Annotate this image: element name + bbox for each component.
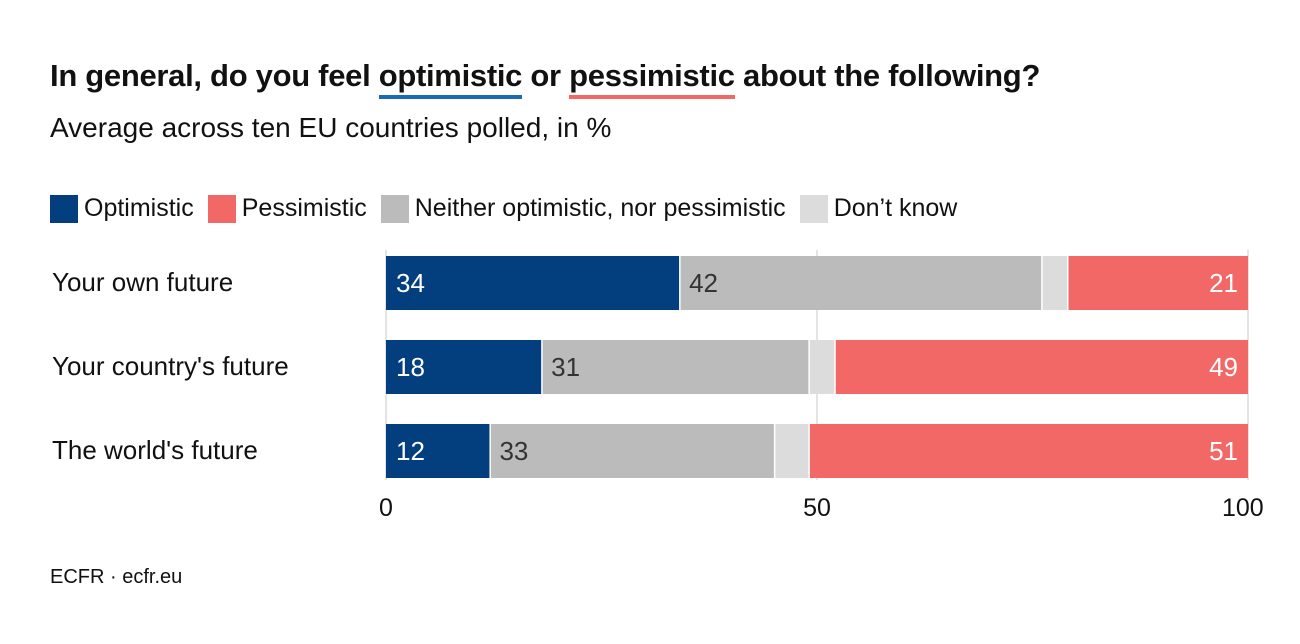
legend-swatch (799, 194, 828, 223)
legend-swatch (380, 194, 409, 223)
source: ECFR · ecfr.eu (50, 566, 183, 588)
data-label: 49 (1209, 352, 1238, 382)
bar-segment (809, 424, 1248, 478)
category-label: Your own future (52, 267, 234, 297)
bar-segment (386, 256, 680, 310)
title-text: or (522, 58, 570, 93)
bar-segment (542, 340, 809, 394)
title-optimistic: optimistic (378, 58, 522, 99)
data-label: 33 (499, 436, 528, 466)
category-label: Your country's future (52, 351, 289, 381)
legend-item: Don’t know (799, 194, 958, 223)
bar-segment (1068, 256, 1248, 310)
bar-segment (386, 424, 490, 478)
bar-segment (490, 424, 774, 478)
bar-segment (386, 340, 542, 394)
legend-label: Neither optimistic, nor pessimistic (414, 194, 786, 222)
data-label: 31 (551, 352, 580, 382)
category-label: The world's future (52, 435, 258, 465)
title-text: In general, do you feel (50, 58, 379, 93)
data-label: 42 (689, 268, 718, 298)
legend: Optimistic Pessimistic Neither optimistic,… (50, 194, 957, 223)
legend-item: Pessimistic (207, 194, 367, 223)
title-text: about the following? (734, 58, 1041, 93)
x-tick-label: 50 (803, 494, 831, 522)
bar-segment (809, 340, 835, 394)
chart-title: In general, do you feel optimistic or pe… (50, 58, 1041, 99)
bar-segment (680, 256, 1042, 310)
legend-item: Optimistic (50, 194, 194, 223)
data-label: 34 (396, 268, 425, 298)
legend-label: Optimistic (84, 194, 194, 222)
legend-swatch (50, 194, 78, 223)
bar-segment (775, 424, 809, 478)
legend-swatch (207, 194, 236, 223)
x-tick-label: 100 (1222, 494, 1264, 522)
bar-segment (1042, 256, 1067, 310)
x-tick-label: 0 (379, 494, 393, 522)
legend-label: Pessimistic (241, 194, 367, 222)
chart-subtitle: Average across ten EU countries polled, … (50, 112, 612, 143)
data-label: 18 (396, 352, 425, 382)
legend-item: Neither optimistic, nor pessimistic (380, 194, 786, 223)
data-label: 12 (396, 436, 425, 466)
legend-label: Don’t know (833, 194, 958, 222)
title-pessimistic: pessimistic (569, 58, 735, 99)
data-label: 51 (1209, 436, 1238, 466)
data-label: 21 (1209, 268, 1238, 298)
bar-segment (835, 340, 1248, 394)
